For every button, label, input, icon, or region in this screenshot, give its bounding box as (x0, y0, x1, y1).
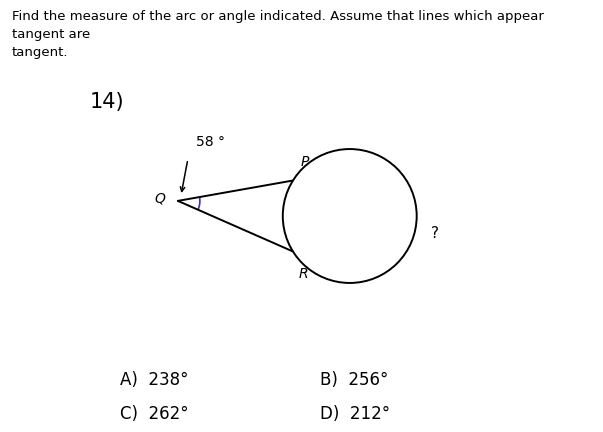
Text: A)  238°: A) 238° (120, 371, 189, 389)
Text: 14): 14) (90, 92, 125, 112)
Text: 58 °: 58 ° (196, 135, 225, 149)
Text: B)  256°: B) 256° (320, 371, 388, 389)
Text: Find the measure of the arc or angle indicated. Assume that lines which appear
t: Find the measure of the arc or angle ind… (12, 10, 544, 59)
Text: R: R (299, 267, 309, 282)
Text: C)  262°: C) 262° (120, 405, 189, 423)
Text: Q: Q (154, 192, 165, 206)
Text: D)  212°: D) 212° (320, 405, 390, 423)
Text: P: P (301, 155, 309, 168)
Text: ?: ? (431, 226, 439, 241)
